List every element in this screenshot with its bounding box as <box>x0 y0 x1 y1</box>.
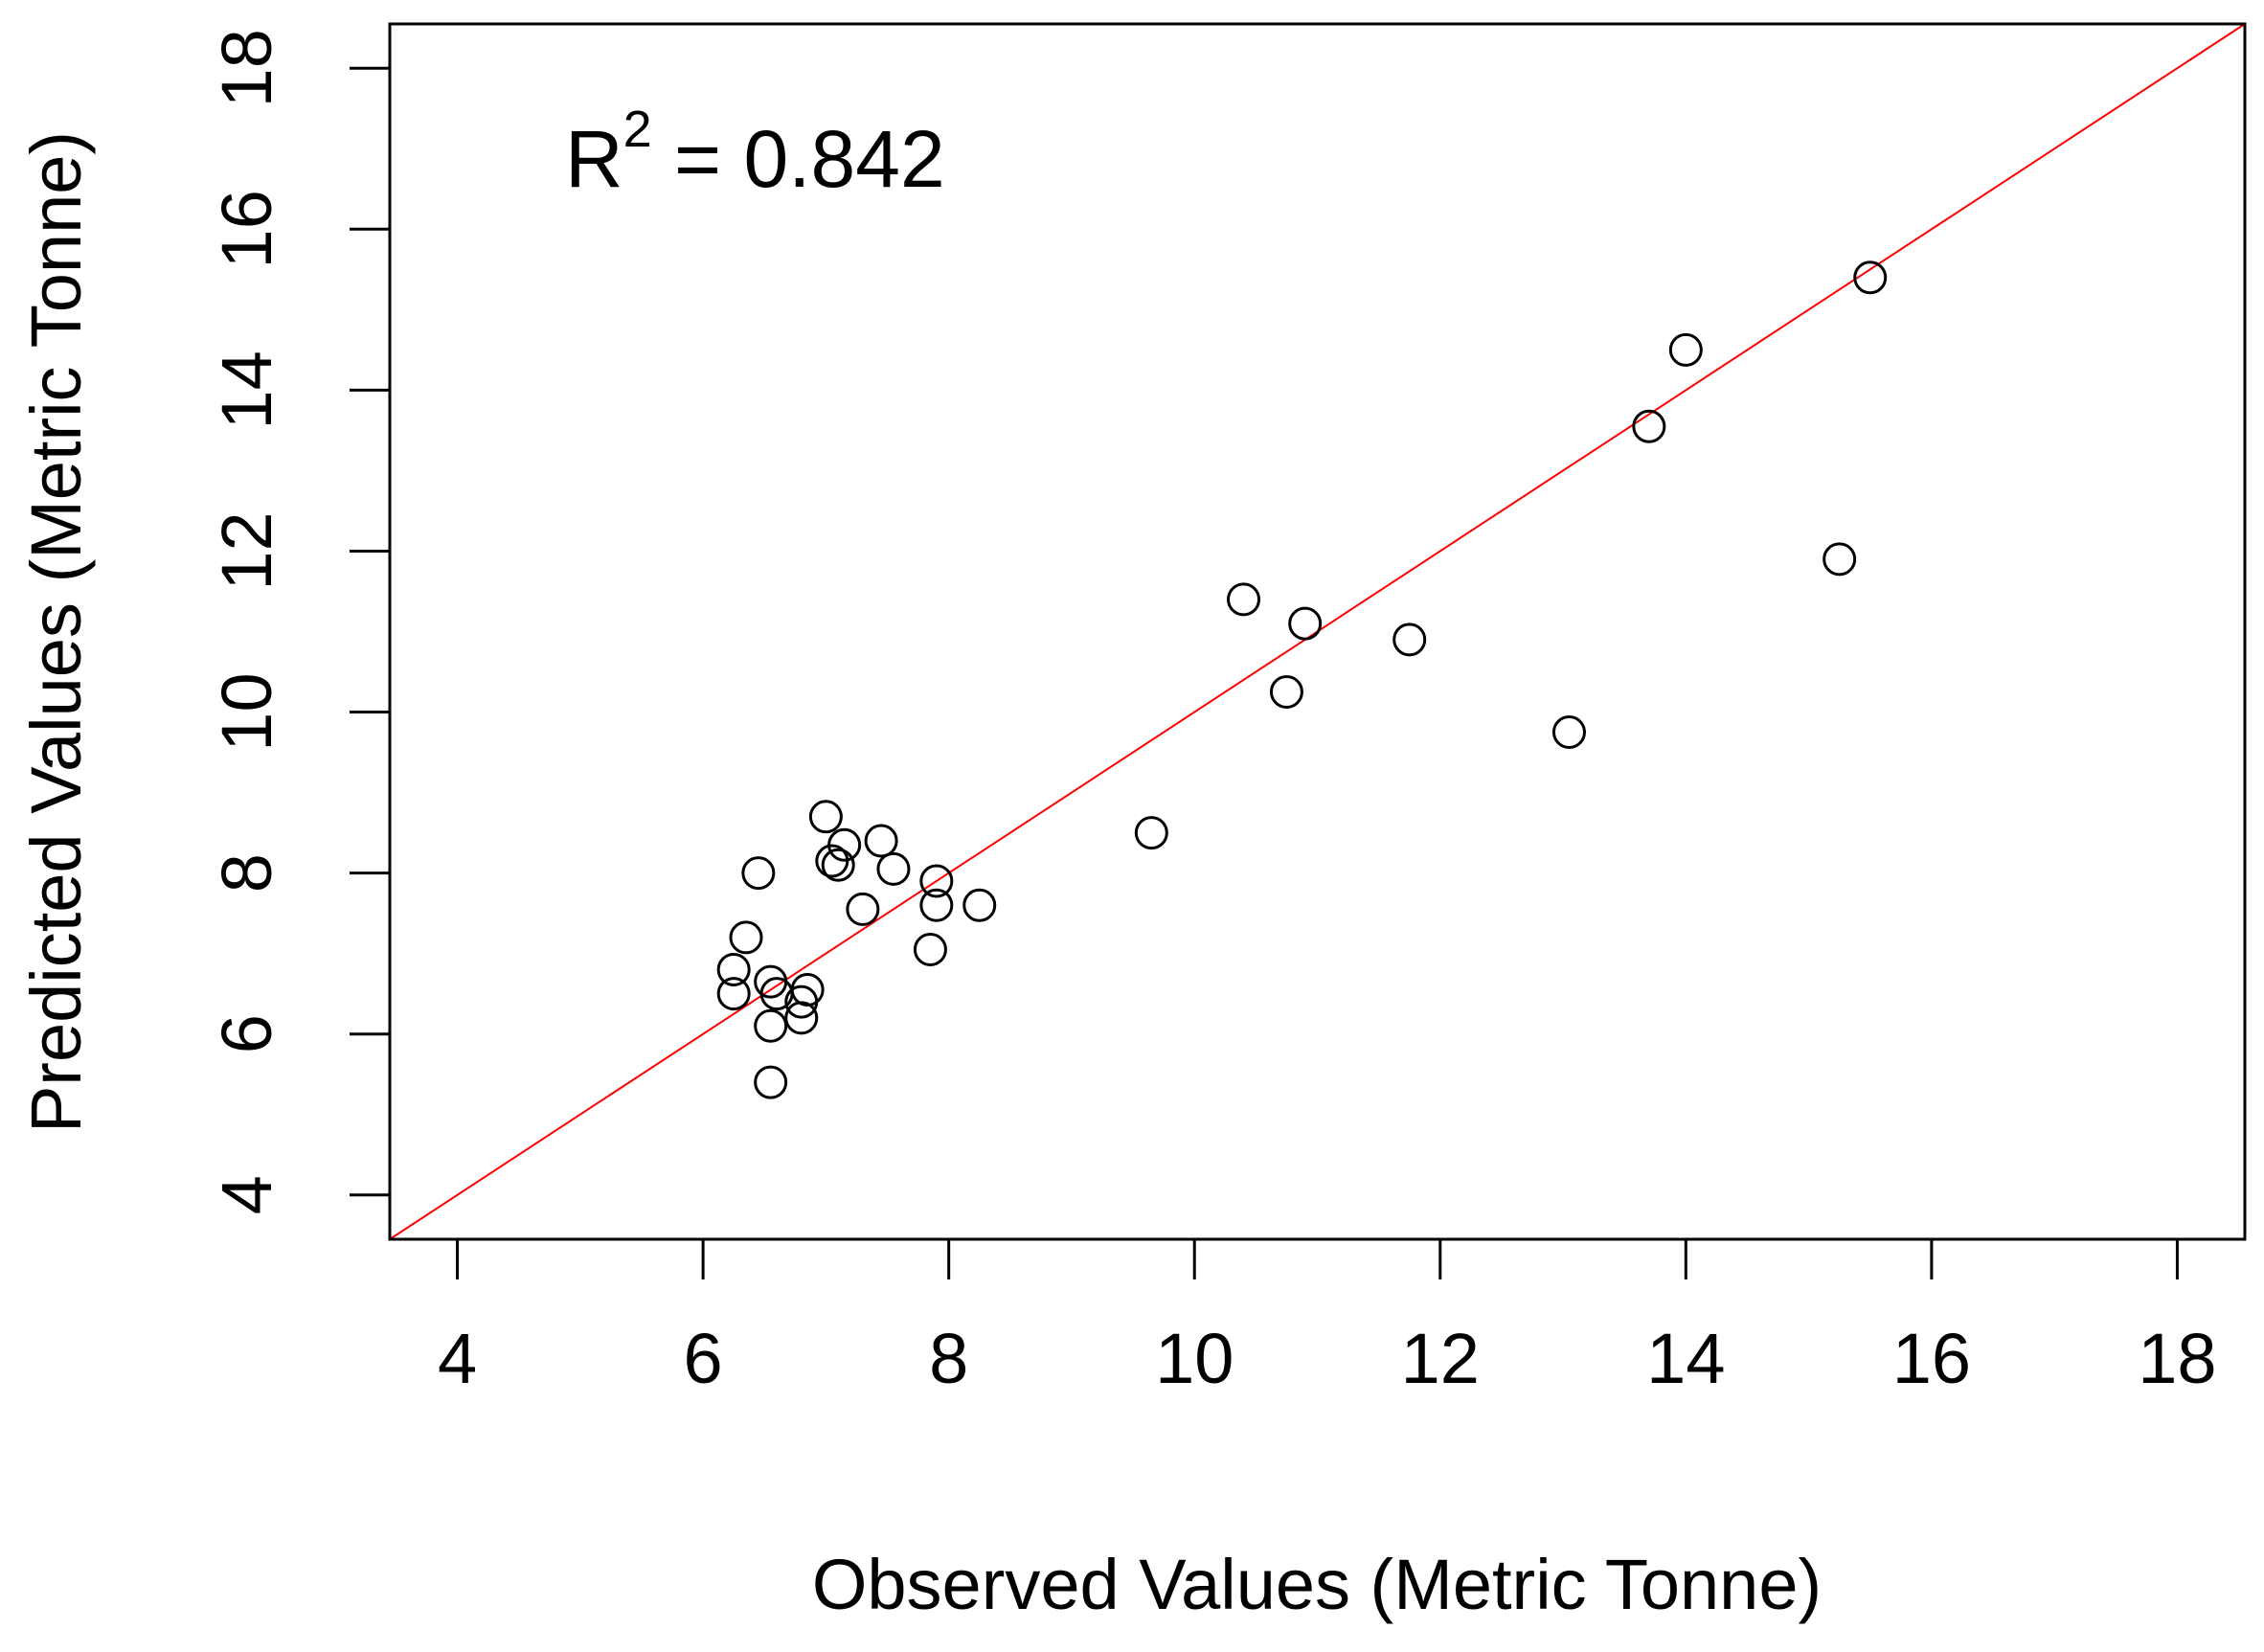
data-point <box>919 888 954 922</box>
x-tick-label: 18 <box>2138 1319 2216 1398</box>
r-squared-superscript: 2 <box>623 101 652 158</box>
plot-frame <box>388 22 2247 1241</box>
data-point <box>790 972 825 1007</box>
y-tick-label: 18 <box>207 29 286 107</box>
x-axis: 4 6 8 10 12 14 16 18 <box>438 1239 2217 1398</box>
data-point <box>808 800 843 834</box>
x-tick-label: 8 <box>929 1319 968 1398</box>
x-tick-label: 6 <box>684 1319 723 1398</box>
r-squared-annotation: R2 = 0.842 <box>565 101 945 204</box>
x-axis-label: Observed Values (Metric Tonne) <box>812 1545 1822 1624</box>
data-point <box>1853 260 1888 295</box>
data-point <box>716 952 751 986</box>
data-point <box>754 1008 788 1043</box>
data-point <box>716 977 751 1011</box>
data-point <box>741 856 776 891</box>
x-tick-label: 12 <box>1401 1319 1480 1398</box>
data-point <box>1632 409 1666 443</box>
data-point <box>1392 622 1427 657</box>
y-tick-label: 10 <box>207 672 286 751</box>
data-point <box>754 1065 788 1099</box>
data-point <box>1823 542 1857 577</box>
data-point <box>913 932 947 966</box>
y-tick-label: 8 <box>207 853 286 893</box>
data-point <box>1288 606 1323 641</box>
data-point <box>784 984 819 1019</box>
y-axis: 4 6 8 10 12 14 16 18 <box>207 29 390 1214</box>
data-point <box>846 892 880 926</box>
x-tick-label: 10 <box>1155 1319 1234 1398</box>
x-tick-label: 14 <box>1646 1319 1725 1398</box>
data-point <box>784 1001 819 1035</box>
data-point <box>919 864 954 898</box>
data-point <box>729 920 763 955</box>
x-tick-label: 16 <box>1892 1319 1971 1398</box>
y-tick-label: 12 <box>207 511 286 590</box>
data-point <box>821 848 855 882</box>
data-point <box>1134 816 1168 850</box>
data-point <box>1269 675 1303 710</box>
data-point <box>754 964 788 999</box>
y-tick-label: 6 <box>207 1014 286 1053</box>
r-squared-base: R <box>565 114 623 204</box>
data-point <box>864 824 898 858</box>
data-point <box>962 888 997 922</box>
y-tick-label: 16 <box>207 190 286 268</box>
points-layer <box>716 260 1888 1099</box>
x-tick-label: 4 <box>438 1319 477 1398</box>
data-point <box>1668 332 1703 367</box>
r-squared-value: = 0.842 <box>652 114 945 204</box>
y-tick-label: 4 <box>207 1175 286 1214</box>
y-axis-label: Predicted Values (Metric Tonne) <box>16 131 96 1133</box>
data-point <box>1227 582 1261 617</box>
data-point <box>1551 715 1586 750</box>
data-point <box>815 844 849 878</box>
data-point <box>876 851 911 886</box>
y-tick-label: 14 <box>207 351 286 429</box>
